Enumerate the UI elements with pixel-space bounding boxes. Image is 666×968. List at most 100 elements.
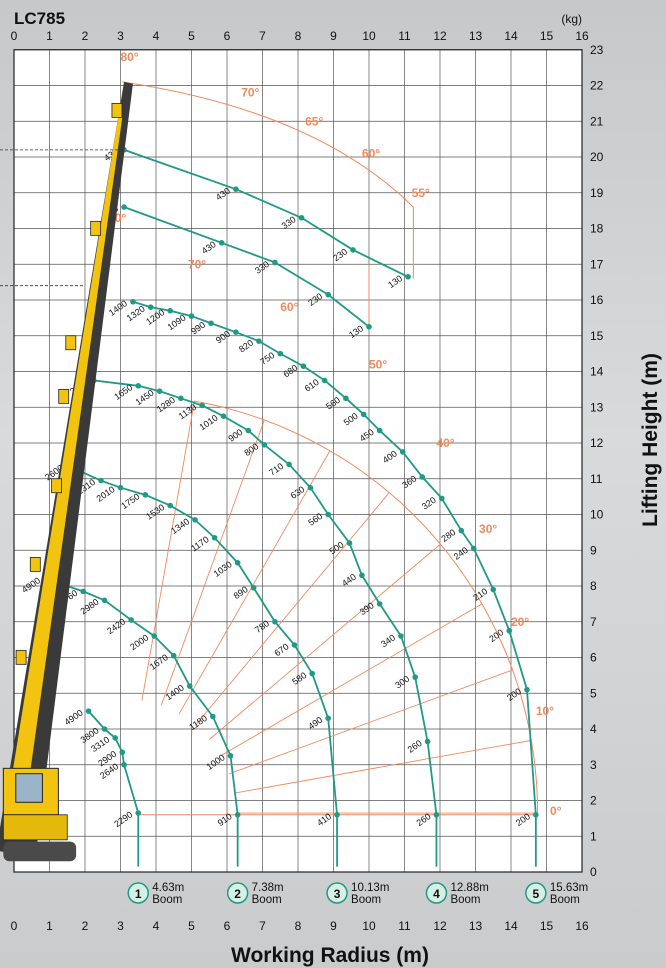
y-tick-label: 9: [590, 543, 597, 557]
capacity-point: [218, 240, 225, 246]
x-tick-label-top: 3: [117, 29, 124, 43]
capacity-point: [424, 738, 431, 745]
capacity-point: [350, 247, 356, 253]
x-tick-label-bottom: 8: [295, 919, 302, 933]
capacity-point: [398, 633, 404, 639]
angle-line: [178, 450, 331, 715]
capacity-point: [117, 484, 124, 491]
boom-word: Boom: [550, 894, 580, 906]
capacity-point: [167, 307, 173, 314]
boom-number-badge: [226, 882, 249, 904]
x-tick-label-top: 14: [504, 29, 518, 43]
working-envelope: [194, 400, 539, 814]
x-tick-label-bottom: 6: [224, 919, 231, 933]
y-tick-label: 19: [590, 186, 604, 200]
hook-block: [58, 388, 70, 404]
x-tick-label-top: 12: [433, 29, 447, 43]
capacity-point: [325, 511, 331, 518]
hook-block: [111, 102, 123, 118]
capacity-point: [151, 633, 158, 639]
boom-number-badge: [425, 882, 448, 904]
x-tick-label-bottom: 4: [153, 919, 160, 933]
capacity-point: [334, 812, 340, 818]
boom-number: 1: [135, 887, 142, 901]
capacity-point: [309, 670, 316, 677]
capacity-point: [346, 540, 353, 546]
capacity-point: [256, 338, 262, 344]
boom-curve: [93, 379, 438, 815]
hook-block: [29, 557, 41, 572]
capacity-point: [325, 715, 331, 722]
capacity-point: [80, 588, 87, 595]
x-tick-label-bottom: 2: [82, 919, 89, 933]
y-tick-label: 1: [590, 829, 597, 843]
angle-line: [220, 603, 483, 757]
capacity-point: [376, 427, 383, 434]
boom-curve: [87, 710, 140, 814]
angle-line: [228, 669, 513, 775]
plot-frame: [13, 49, 583, 873]
boom-length: 7.38m: [252, 882, 284, 894]
hook-block: [65, 335, 77, 351]
boom-number-badge: [127, 882, 149, 904]
capacity-point: [438, 495, 445, 502]
jib-angle-label: 60°: [362, 146, 380, 160]
y-tick-label: 4: [590, 722, 597, 736]
x-tick-label-top: 16: [575, 29, 589, 43]
boom-length: 4.63m: [152, 882, 184, 894]
boom-angle-label: 40°: [436, 436, 454, 450]
capacity-point: [307, 484, 314, 491]
boom-curve: [45, 577, 239, 815]
x-tick-label-bottom: 1: [46, 919, 53, 933]
capacity-point: [366, 324, 372, 330]
x-tick-label-bottom: 5: [188, 919, 195, 933]
boom-angle-label: 50°: [369, 357, 387, 371]
y-tick-label: 7: [590, 615, 597, 629]
hook-block: [90, 220, 102, 236]
x-tick-label-top: 4: [153, 29, 160, 43]
capacity-point: [233, 329, 239, 335]
capacity-point: [300, 363, 307, 369]
jib-angle-label: 55°: [412, 186, 430, 200]
x-tick-label-top: 0: [11, 29, 18, 43]
capacity-point: [261, 441, 268, 448]
capacity-point: [272, 618, 278, 625]
x-tick-label-bottom: 16: [575, 919, 589, 933]
hook-block: [51, 478, 62, 494]
boom-number: 2: [234, 887, 241, 901]
boom-word: Boom: [252, 894, 282, 906]
x-tick-label-top: 8: [295, 29, 302, 43]
crane-base: [2, 814, 68, 841]
capacity-point: [135, 383, 142, 389]
capacity-point: [458, 527, 465, 534]
x-tick-label-top: 6: [224, 29, 231, 43]
capacity-point: [188, 313, 195, 319]
boom-number: 5: [533, 887, 540, 901]
y-tick-label: 20: [590, 150, 604, 164]
capacity-point: [433, 812, 440, 818]
capacity-point: [85, 708, 92, 714]
chart-title: LC785: [14, 9, 65, 28]
capacity-point: [130, 298, 136, 305]
angle-line: [209, 543, 441, 740]
jib-angle-label: 80°: [121, 50, 139, 64]
capacity-point: [506, 627, 513, 634]
cab-window: [15, 773, 43, 803]
capacity-point: [119, 749, 126, 756]
capacity-point: [405, 273, 411, 280]
capacity-point: [210, 713, 216, 720]
x-tick-label-top: 7: [259, 29, 266, 43]
capacity-point: [211, 534, 218, 541]
x-tick-label-bottom: 13: [469, 919, 483, 933]
capacity-point: [199, 402, 205, 409]
x-tick-label-bottom: 7: [259, 919, 266, 933]
x-tick-label-bottom: 12: [433, 919, 447, 933]
jib-angle-label: 65°: [305, 114, 323, 128]
capacity-point: [245, 427, 252, 434]
capacity-point: [250, 584, 257, 591]
boom-word: Boom: [152, 894, 182, 906]
crawler-track: [3, 841, 77, 862]
angle-line: [160, 419, 265, 706]
x-tick-label-top: 15: [540, 29, 554, 43]
